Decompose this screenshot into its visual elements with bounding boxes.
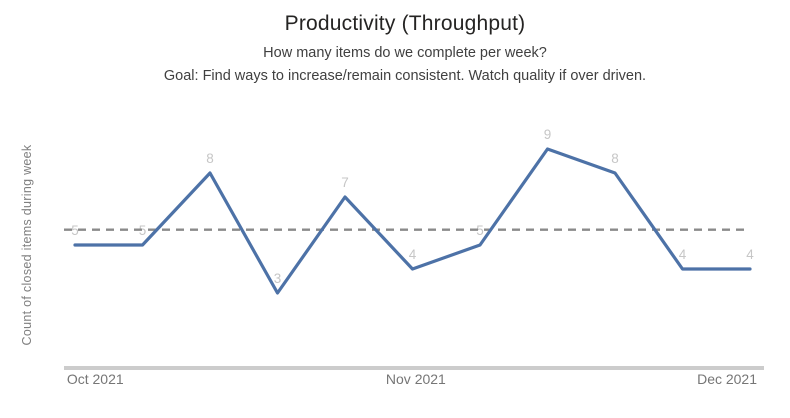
x-axis-line xyxy=(64,366,764,370)
data-point-label: 8 xyxy=(206,151,214,166)
data-point-label: 3 xyxy=(274,271,282,286)
data-point-label: 8 xyxy=(611,151,619,166)
data-point-label: 5 xyxy=(71,223,79,238)
x-axis-layer: Oct 2021 Nov 2021 Dec 2021 xyxy=(64,366,764,387)
chart-subtitle: How many items do we complete per week? xyxy=(263,45,547,61)
data-point-label: 4 xyxy=(679,247,687,262)
data-point-label: 4 xyxy=(409,247,417,262)
data-point-label: 5 xyxy=(476,223,484,238)
chart-goal-note: Goal: Find ways to increase/remain consi… xyxy=(163,68,647,84)
throughput-series-line[interactable] xyxy=(73,147,752,295)
data-point-label: 9 xyxy=(544,127,552,142)
x-axis-tick-label: Oct 2021 xyxy=(67,371,124,387)
chart-title: Productivity (Throughput) xyxy=(284,12,526,35)
data-labels-layer: 5 5 8 3 7 4 5 9 8 4 4 xyxy=(71,127,754,286)
x-axis-tick-label: Nov 2021 xyxy=(386,371,446,387)
series-layer xyxy=(73,147,752,295)
data-point-label: 4 xyxy=(746,247,754,262)
data-point-label: 7 xyxy=(341,175,349,190)
chart-header: Productivity (Throughput) How many items… xyxy=(20,0,790,84)
data-point-label: 5 xyxy=(139,223,147,238)
x-axis-tick-label: Dec 2021 xyxy=(697,371,757,387)
